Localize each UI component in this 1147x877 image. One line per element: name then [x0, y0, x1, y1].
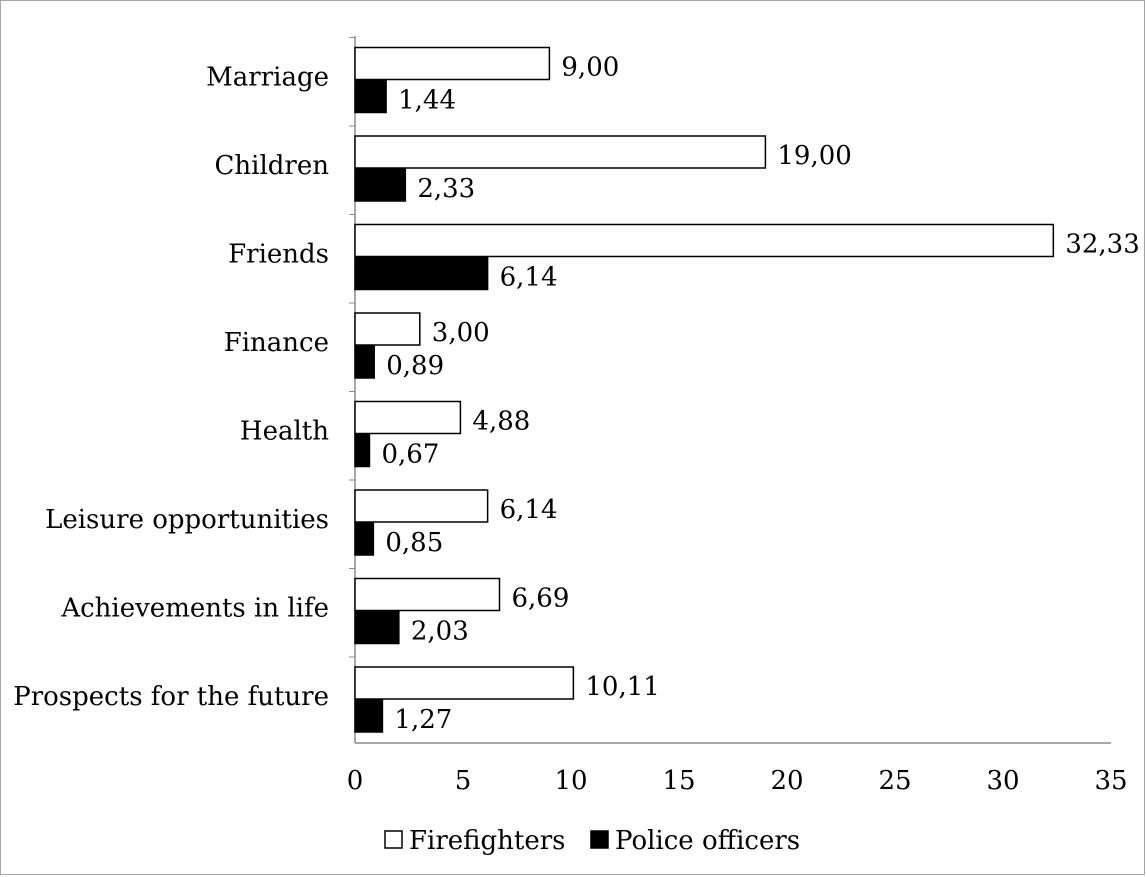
bar-police-officers-finance — [354, 345, 375, 379]
bar-firefighters-friends — [354, 223, 1055, 258]
bar-police-officers-marriage — [354, 79, 387, 114]
category-label-prospects-for-the-future: Prospects for the future — [13, 682, 329, 712]
category-label-friends: Friends — [228, 240, 329, 270]
x-tick-label-10: 10 — [554, 766, 587, 796]
category-label-finance: Finance — [224, 328, 329, 358]
data-label-firefighters-prospects-for-the-future: 10,11 — [585, 672, 659, 702]
data-label-firefighters-children: 19,00 — [777, 141, 851, 171]
data-label-firefighters-friends: 32,33 — [1065, 230, 1139, 260]
legend-swatch-firefighters — [384, 830, 403, 849]
x-tick-label-25: 25 — [878, 766, 911, 796]
data-label-police-officers-health: 0,67 — [381, 440, 439, 470]
bar-police-officers-children — [354, 168, 407, 202]
data-label-police-officers-achievements-in-life: 2,03 — [411, 617, 469, 647]
bar-firefighters-health — [354, 400, 462, 435]
x-tick-label-15: 15 — [662, 766, 695, 796]
data-label-police-officers-prospects-for-the-future: 1,27 — [394, 705, 452, 735]
x-tick-label-35: 35 — [1094, 766, 1127, 796]
category-label-leisure-opportunities: Leisure opportunities — [45, 505, 329, 535]
bar-firefighters-finance — [354, 312, 421, 346]
category-label-children: Children — [215, 151, 330, 181]
bar-police-officers-achievements-in-life — [354, 610, 400, 645]
category-label-marriage: Marriage — [206, 63, 329, 93]
data-label-firefighters-health: 4,88 — [472, 407, 530, 437]
category-label-achievements-in-life: Achievements in life — [60, 594, 329, 624]
bar-police-officers-prospects-for-the-future — [354, 699, 384, 733]
bar-police-officers-leisure-opportunities — [354, 522, 375, 556]
data-label-police-officers-friends: 6,14 — [500, 263, 558, 293]
legend-label-police-officers: Police officers — [615, 826, 800, 856]
data-label-firefighters-marriage: 9,00 — [561, 53, 619, 83]
data-label-police-officers-finance: 0,89 — [386, 351, 444, 381]
category-label-health: Health — [240, 417, 329, 447]
bar-police-officers-friends — [354, 256, 489, 291]
data-label-police-officers-marriage: 1,44 — [398, 86, 456, 116]
bar-firefighters-marriage — [354, 46, 551, 81]
bar-firefighters-achievements-in-life — [354, 577, 501, 612]
bar-firefighters-children — [354, 135, 767, 169]
data-label-police-officers-leisure-opportunities: 0,85 — [385, 528, 443, 558]
x-tick-label-20: 20 — [770, 766, 803, 796]
data-label-firefighters-leisure-opportunities: 6,14 — [500, 495, 558, 525]
data-label-firefighters-finance: 3,00 — [432, 318, 490, 348]
x-tick-label-0: 0 — [347, 766, 364, 796]
bar-police-officers-health — [354, 433, 371, 468]
bar-firefighters-leisure-opportunities — [354, 489, 489, 523]
data-label-police-officers-children: 2,33 — [417, 174, 475, 204]
legend-swatch-police-officers — [590, 830, 609, 849]
bar-firefighters-prospects-for-the-future — [354, 666, 575, 700]
x-tick-label-30: 30 — [986, 766, 1019, 796]
x-tick-label-5: 5 — [455, 766, 472, 796]
data-label-firefighters-achievements-in-life: 6,69 — [512, 584, 570, 614]
legend-label-firefighters: Firefighters — [409, 826, 566, 856]
